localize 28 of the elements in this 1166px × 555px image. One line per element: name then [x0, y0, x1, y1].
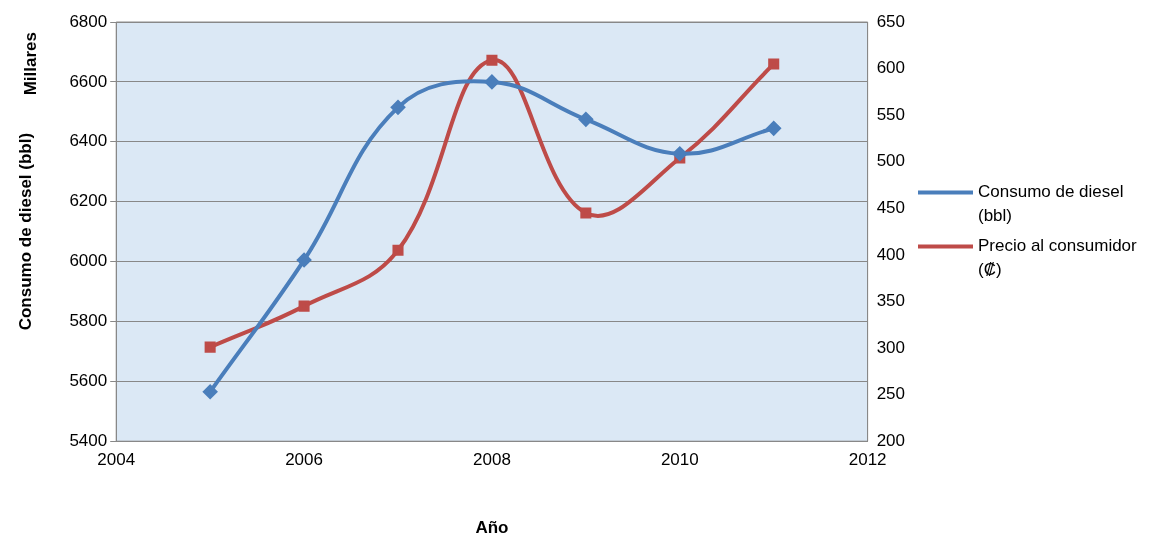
y2-tick-label: 250: [876, 384, 906, 404]
y2-tick-label: 650: [876, 11, 906, 31]
y-tick-label: 6600: [69, 71, 108, 91]
y2-tick-label: 200: [876, 430, 906, 450]
y-tick-label: 5400: [69, 430, 108, 450]
y2-tick-label: 300: [876, 337, 906, 357]
y-tick-label: 5800: [69, 311, 108, 331]
y-tick-label: 6800: [69, 11, 108, 31]
legend-label: Precio al consumidor (₡): [978, 236, 1138, 280]
y2-tick-label: 500: [876, 151, 906, 171]
y2-tick-label: 550: [876, 104, 906, 124]
x-tick-label: 2012: [848, 450, 887, 470]
legend-label: Consumo de diesel (bbl): [978, 182, 1124, 226]
text: Millares: [20, 32, 40, 96]
y-axis-title: Consumo de diesel (bbl): [15, 132, 35, 331]
y-tick-label: 6400: [69, 131, 108, 151]
y2-tick-label: 450: [876, 198, 906, 217]
y-tick-label: 6200: [69, 191, 108, 211]
y-tick-label: 5600: [69, 371, 108, 390]
y2-tick-label: 350: [876, 291, 906, 311]
x-tick-label: 2010: [660, 450, 699, 470]
x-tick-label: 2004: [97, 450, 136, 470]
y2-tick-label: 400: [876, 244, 906, 264]
x-tick-label: 2006: [285, 450, 323, 470]
x-tick-label: 2008: [473, 450, 511, 470]
x-axis-title: Año: [475, 518, 509, 538]
y-tick-label: 6000: [69, 251, 108, 271]
y2-tick-label: 600: [876, 58, 906, 78]
